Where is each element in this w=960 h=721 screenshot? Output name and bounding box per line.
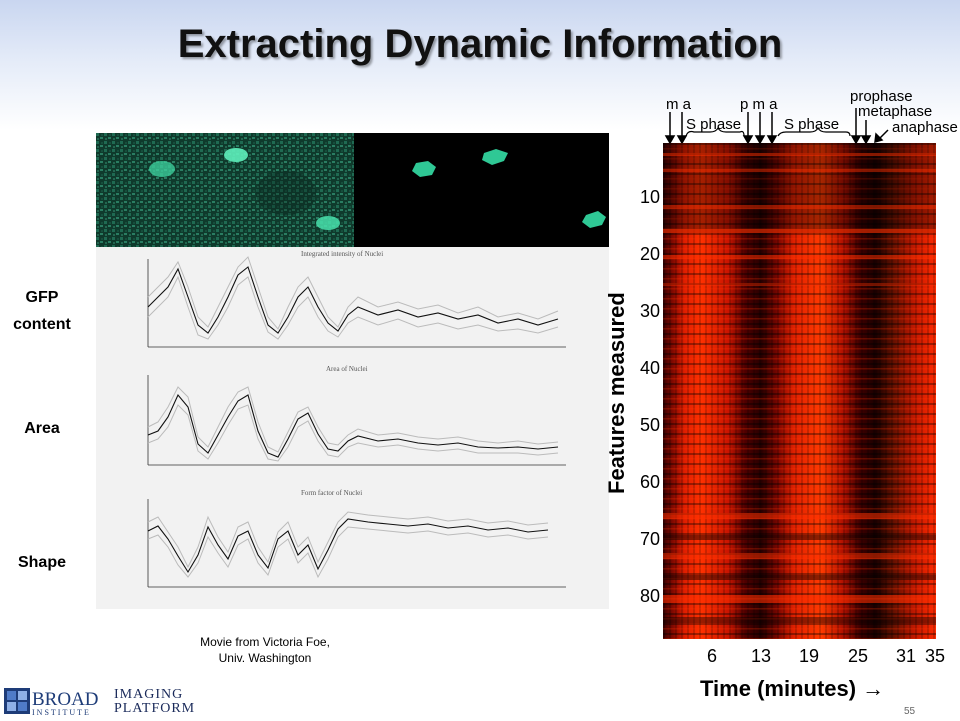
credit-line-2: Univ. Washington xyxy=(218,651,312,665)
y-tick-40: 40 xyxy=(639,358,660,378)
annotation-prophase: prophase xyxy=(850,88,913,105)
institute-wordmark: INSTITUTE xyxy=(32,708,91,716)
time-series-plots: Integrated intensity of Nuclei Area of N… xyxy=(96,247,609,609)
x-tick-13: 13 xyxy=(750,646,772,666)
shape-label: Shape xyxy=(17,554,66,571)
y-tick-80: 80 xyxy=(639,586,660,606)
x-tick-31: 31 xyxy=(895,646,917,666)
annotation-ma-1: m a xyxy=(666,96,692,113)
y-tick-70: 70 xyxy=(639,529,660,549)
phase-arrows xyxy=(664,108,889,145)
y-tick-60: 60 xyxy=(639,472,660,492)
y-tick-30: 30 xyxy=(639,301,660,321)
x-tick-6: 6 xyxy=(706,646,717,666)
credit-line-1: Movie from Victoria Foe, xyxy=(200,635,330,649)
heatmap-y-axis-label: Features measured xyxy=(604,292,629,494)
broad-wordmark: BROAD xyxy=(32,689,99,710)
area-plot-title: Area of Nuclei xyxy=(326,365,368,373)
annotation-metaphase: metaphase xyxy=(858,103,933,120)
x-tick-35: 35 xyxy=(924,646,946,666)
annotation-pma: p m a xyxy=(740,96,778,113)
page-number: 55 xyxy=(904,706,916,717)
y-tick-10: 10 xyxy=(639,187,660,207)
gfp-microscopy-image xyxy=(96,133,354,247)
gfp-plot-title: Integrated intensity of Nuclei xyxy=(301,250,383,258)
annotation-s-phase-1: S phase xyxy=(686,116,742,133)
y-tick-50: 50 xyxy=(639,415,660,435)
annotation-s-phase-2: S phase xyxy=(784,116,840,133)
broad-institute-logo: BROAD INSTITUTE xyxy=(4,686,108,721)
y-tick-20: 20 xyxy=(639,244,660,264)
area-label: Area xyxy=(24,420,60,437)
platform-line: PLATFORM xyxy=(114,701,196,716)
segmented-nuclei-image xyxy=(354,133,609,247)
slide-title: Extracting Dynamic Information xyxy=(177,22,783,66)
imaging-platform-logo: IMAGING PLATFORM xyxy=(114,688,195,716)
heatmap-x-axis-label: Time (minutes) → xyxy=(700,676,885,701)
shape-plot-title: Form factor of Nuclei xyxy=(301,489,362,497)
annotation-anaphase: anaphase xyxy=(892,119,958,136)
x-tick-25: 25 xyxy=(847,646,869,666)
imaging-line: IMAGING xyxy=(114,687,184,702)
x-tick-19: 19 xyxy=(798,646,820,666)
gfp-content-label: GFP content xyxy=(13,289,71,333)
feature-heatmap xyxy=(663,143,936,639)
image-credit: Movie from Victoria Foe, Univ. Washingto… xyxy=(180,634,350,666)
